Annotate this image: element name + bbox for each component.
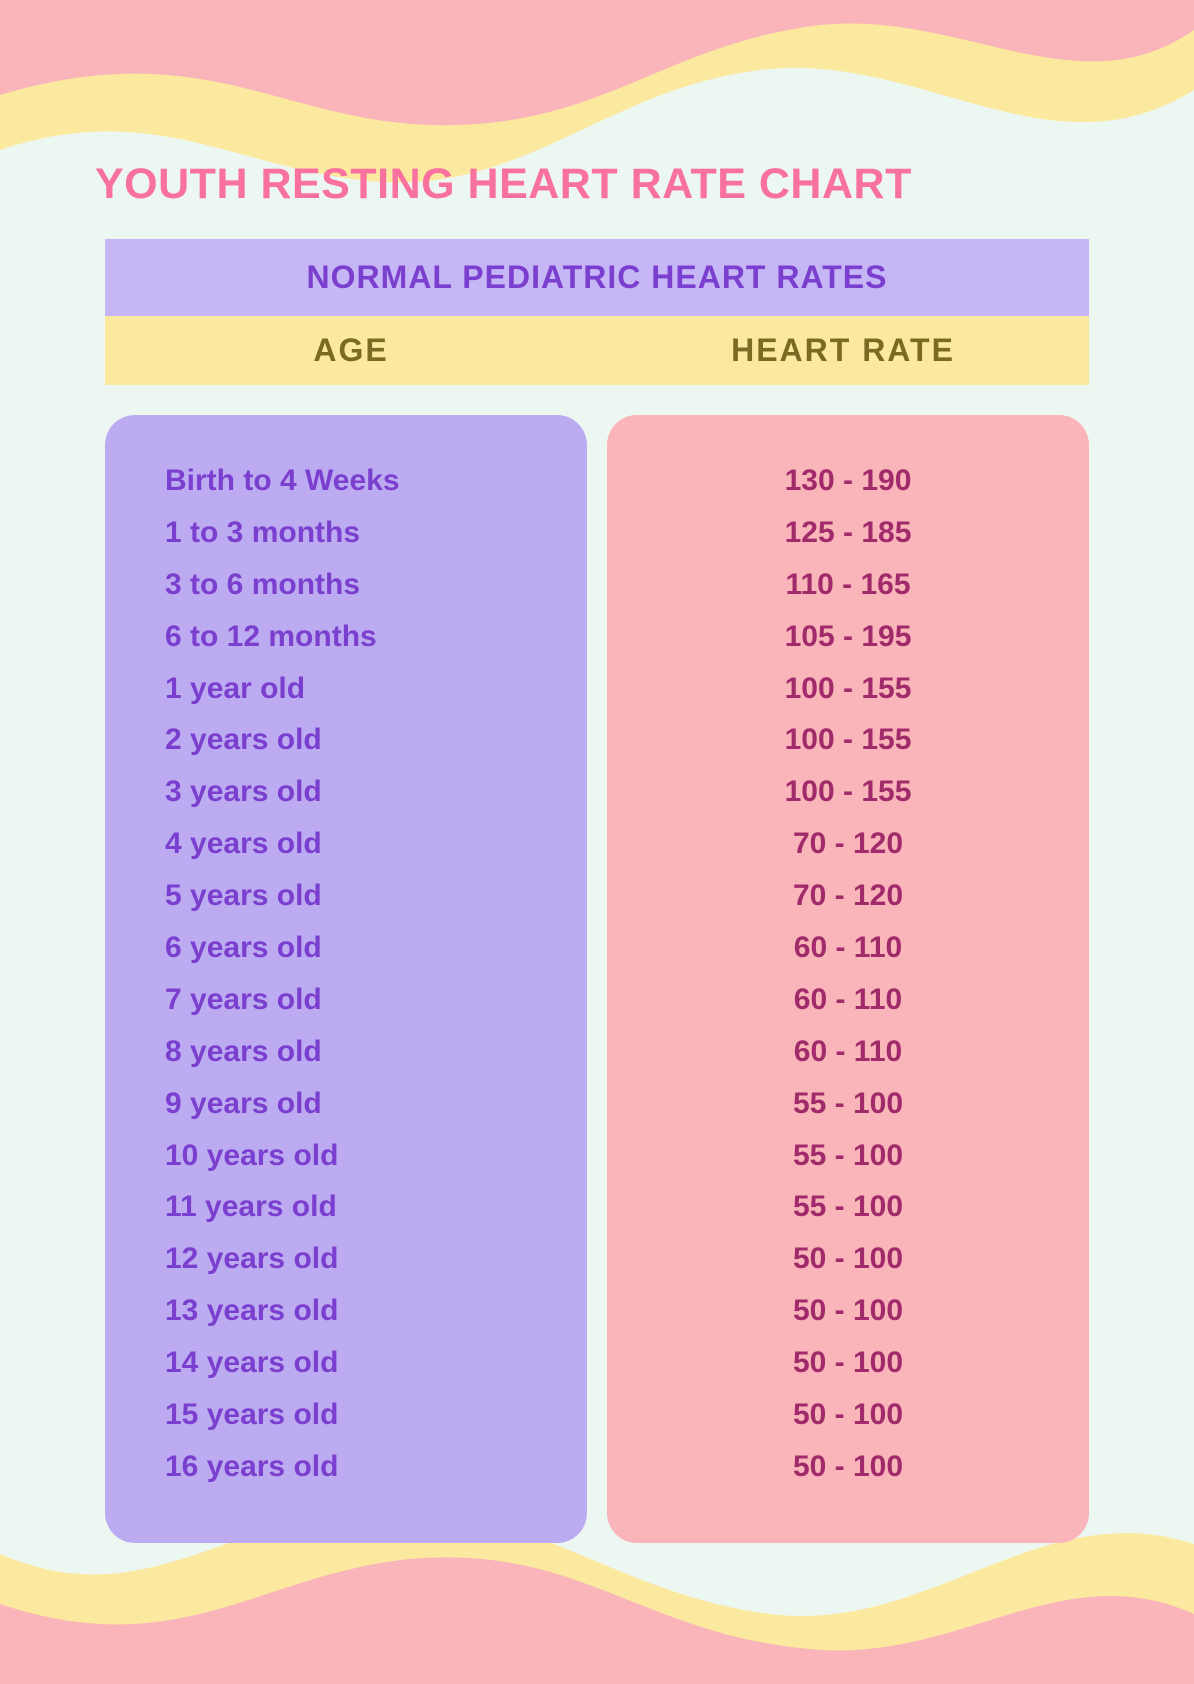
header-rate: HEART RATE — [597, 316, 1089, 385]
age-cell: 16 years old — [105, 1441, 587, 1493]
rate-cell: 50 - 100 — [607, 1233, 1089, 1285]
rate-cell: 50 - 100 — [607, 1337, 1089, 1389]
rate-cell: 100 - 155 — [607, 663, 1089, 715]
rate-cell: 55 - 100 — [607, 1130, 1089, 1182]
subtitle-text: NORMAL PEDIATRIC HEART RATES — [307, 259, 888, 295]
column-headers: AGE HEART RATE — [105, 316, 1089, 385]
rate-cell: 60 - 110 — [607, 1026, 1089, 1078]
data-columns: Birth to 4 Weeks1 to 3 months3 to 6 mont… — [105, 415, 1089, 1543]
age-cell: 10 years old — [105, 1130, 587, 1182]
rate-cell: 70 - 120 — [607, 870, 1089, 922]
rate-cell: 55 - 100 — [607, 1181, 1089, 1233]
rate-column: 130 - 190125 - 185110 - 165105 - 195100 … — [607, 415, 1089, 1543]
header-age: AGE — [105, 316, 597, 385]
age-cell: 8 years old — [105, 1026, 587, 1078]
rate-cell: 50 - 100 — [607, 1441, 1089, 1493]
age-cell: 2 years old — [105, 714, 587, 766]
age-column: Birth to 4 Weeks1 to 3 months3 to 6 mont… — [105, 415, 587, 1543]
rate-cell: 100 - 155 — [607, 766, 1089, 818]
rate-cell: 110 - 165 — [607, 559, 1089, 611]
age-cell: 4 years old — [105, 818, 587, 870]
age-cell: 1 to 3 months — [105, 507, 587, 559]
age-cell: 6 years old — [105, 922, 587, 974]
age-cell: 15 years old — [105, 1389, 587, 1441]
age-cell: 1 year old — [105, 663, 587, 715]
rate-cell: 60 - 110 — [607, 922, 1089, 974]
age-cell: 11 years old — [105, 1181, 587, 1233]
rate-cell: 125 - 185 — [607, 507, 1089, 559]
page-title: YOUTH RESTING HEART RATE CHART — [95, 160, 1099, 209]
rate-cell: 105 - 195 — [607, 611, 1089, 663]
age-cell: 14 years old — [105, 1337, 587, 1389]
age-cell: 7 years old — [105, 974, 587, 1026]
rate-cell: 130 - 190 — [607, 455, 1089, 507]
age-cell: 3 years old — [105, 766, 587, 818]
age-cell: Birth to 4 Weeks — [105, 455, 587, 507]
age-cell: 12 years old — [105, 1233, 587, 1285]
age-cell: 9 years old — [105, 1078, 587, 1130]
rate-cell: 60 - 110 — [607, 974, 1089, 1026]
rate-cell: 50 - 100 — [607, 1285, 1089, 1337]
rate-cell: 100 - 155 — [607, 714, 1089, 766]
chart-container: YOUTH RESTING HEART RATE CHART NORMAL PE… — [0, 0, 1194, 1543]
rate-cell: 70 - 120 — [607, 818, 1089, 870]
age-cell: 6 to 12 months — [105, 611, 587, 663]
age-cell: 5 years old — [105, 870, 587, 922]
rate-cell: 50 - 100 — [607, 1389, 1089, 1441]
age-cell: 3 to 6 months — [105, 559, 587, 611]
age-cell: 13 years old — [105, 1285, 587, 1337]
rate-cell: 55 - 100 — [607, 1078, 1089, 1130]
subtitle-bar: NORMAL PEDIATRIC HEART RATES — [105, 239, 1089, 316]
